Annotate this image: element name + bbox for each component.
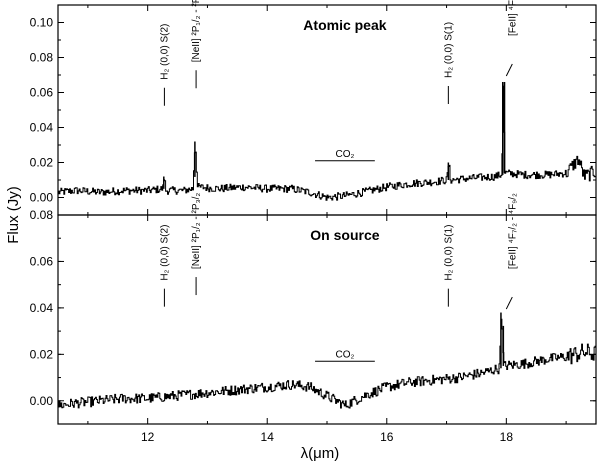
x-tick-label: 14 bbox=[261, 430, 275, 444]
spectrum-line bbox=[58, 85, 597, 201]
x-axis-title: λ(μm) bbox=[301, 445, 340, 462]
series-layer bbox=[58, 82, 597, 409]
spectrum-line bbox=[58, 318, 597, 409]
panel-title: Atomic peak bbox=[303, 17, 386, 33]
annotations-layer: Atomic peak H₂ (0,0) S(2) [NeII] ²P₁/₂ - ²… bbox=[159, 0, 518, 362]
y-tick-label: 0.00 bbox=[30, 191, 54, 205]
y-tick-label: 0.00 bbox=[30, 394, 54, 408]
annotation-label: [NeII] ²P₁/₂ - ²P₃/₂ bbox=[191, 0, 202, 62]
y-tick-label: 0.06 bbox=[30, 254, 54, 268]
y-tick-label: 0.10 bbox=[30, 16, 54, 30]
y-tick-label: 0.06 bbox=[30, 86, 54, 100]
annotation-label: H₂ (0,0) S(1) bbox=[443, 225, 454, 281]
annotation-label: H₂ (0,0) S(2) bbox=[159, 24, 170, 80]
y-tick-label: 0.08 bbox=[30, 208, 54, 222]
panel-title: On source bbox=[310, 227, 379, 243]
x-tick-label: 16 bbox=[380, 430, 394, 444]
annotation-label: [NeII] ²P₁/₂ - ²P₃/₂ bbox=[191, 193, 202, 269]
annotation-label: H₂ (0,0) S(1) bbox=[443, 22, 454, 78]
annotation-label: [FeII] ⁴F₇/₂ - ⁴F₉/₂ bbox=[507, 193, 518, 269]
y-tick-label: 0.02 bbox=[30, 347, 54, 361]
y-axis-title: Flux (Jy) bbox=[5, 186, 22, 244]
y-tick-label: 0.04 bbox=[30, 121, 54, 135]
annotation-label: [FeII] ⁴F₇/₂ - ⁴F₉/₂ bbox=[507, 0, 518, 36]
annotation-label: CO₂ bbox=[335, 349, 354, 360]
annotation-marker bbox=[505, 296, 513, 310]
axes-layer: 0.00 0.02 0.04 0.06 0.08 0.10 0.00 0.02 0.04 0.06… bbox=[30, 4, 597, 444]
x-tick-label: 12 bbox=[141, 430, 155, 444]
annotation-label: CO₂ bbox=[335, 149, 354, 160]
y-tick-label: 0.02 bbox=[30, 156, 54, 170]
x-tick-label: 18 bbox=[500, 430, 514, 444]
y-tick-label: 0.08 bbox=[30, 51, 54, 65]
annotation-marker bbox=[505, 63, 513, 77]
y-tick-label: 0.04 bbox=[30, 301, 54, 315]
annotation-label: H₂ (0,0) S(2) bbox=[159, 225, 170, 281]
